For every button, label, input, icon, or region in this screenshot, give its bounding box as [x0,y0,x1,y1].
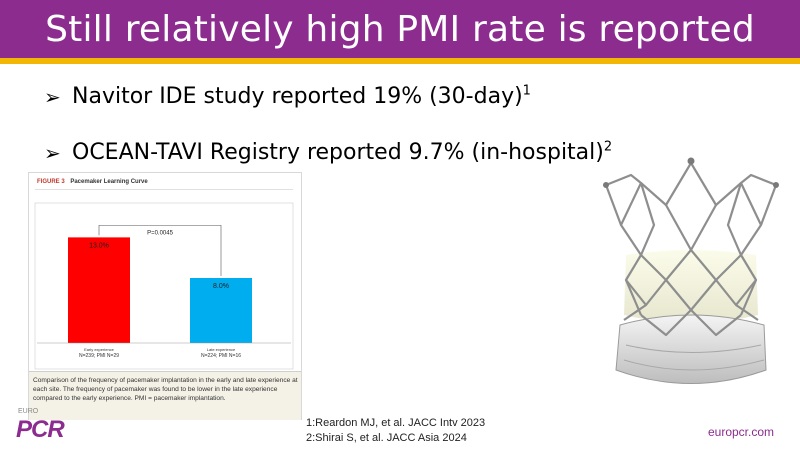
bar-value-label: 8.0% [213,283,229,290]
bar-1 [68,237,130,343]
bullet-item: ➢ OCEAN-TAVI Registry reported 9.7% (in-… [44,139,613,166]
category-sublabel: N=224; PMI N=16 [201,353,241,359]
title-accent-rule [0,58,800,64]
slide-title: Still relatively high PMI rate is report… [45,8,755,50]
caption-band [29,371,301,420]
category-sublabel: N=239; PMI N=29 [79,353,119,359]
reference-item: 1:Reardon MJ, et al. JACC Intv 2023 [306,417,486,429]
bar-value-label: 13.0% [89,242,109,249]
category-label: Late experience [207,347,236,352]
reference-superscript: 1 [522,83,531,99]
figure-label: FIGURE 3 [37,179,65,185]
reference-superscript: 2 [603,139,613,155]
website-link[interactable]: europcr.com [707,425,774,439]
bullet-text: OCEAN-TAVI Registry reported 9.7% (in-ho… [72,139,613,165]
category-label: Early experience [84,347,115,352]
figure-caption: Comparison of the frequency of pacemaker… [33,377,298,402]
arrow-bullet-icon: ➢ [44,141,61,165]
figure-divider [35,189,293,190]
significance-bracket [98,225,222,276]
references: 1:Reardon MJ, et al. JACC Intv 2023 2:Sh… [306,416,485,446]
reference-item: 2:Shirai S, et al. JACC Asia 2024 [306,432,467,444]
tavi-valve-illustration [603,157,779,384]
europcr-logo: EURO PCR [16,408,68,446]
bullet-list: ➢ Navitor IDE study reported 19% (30-day… [44,83,613,166]
figure-title: FIGURE 3 Pacemaker Learning Curve [37,179,148,185]
arrow-bullet-icon: ➢ [44,85,61,109]
logo-main-text: PCR [16,416,65,443]
title-bar: Still relatively high PMI rate is report… [0,0,800,58]
pacemaker-figure: FIGURE 3 Pacemaker Learning Curve 13.0% E… [28,172,302,420]
logo-small-text: EURO [18,408,39,415]
p-value-annotation: P=0.0045 [147,230,174,236]
bullet-text: Navitor IDE study reported 19% (30-day)1 [72,83,531,109]
bar-2 [190,278,252,343]
bullet-item: ➢ Navitor IDE study reported 19% (30-day… [44,83,612,110]
figure-name: Pacemaker Learning Curve [70,179,148,185]
